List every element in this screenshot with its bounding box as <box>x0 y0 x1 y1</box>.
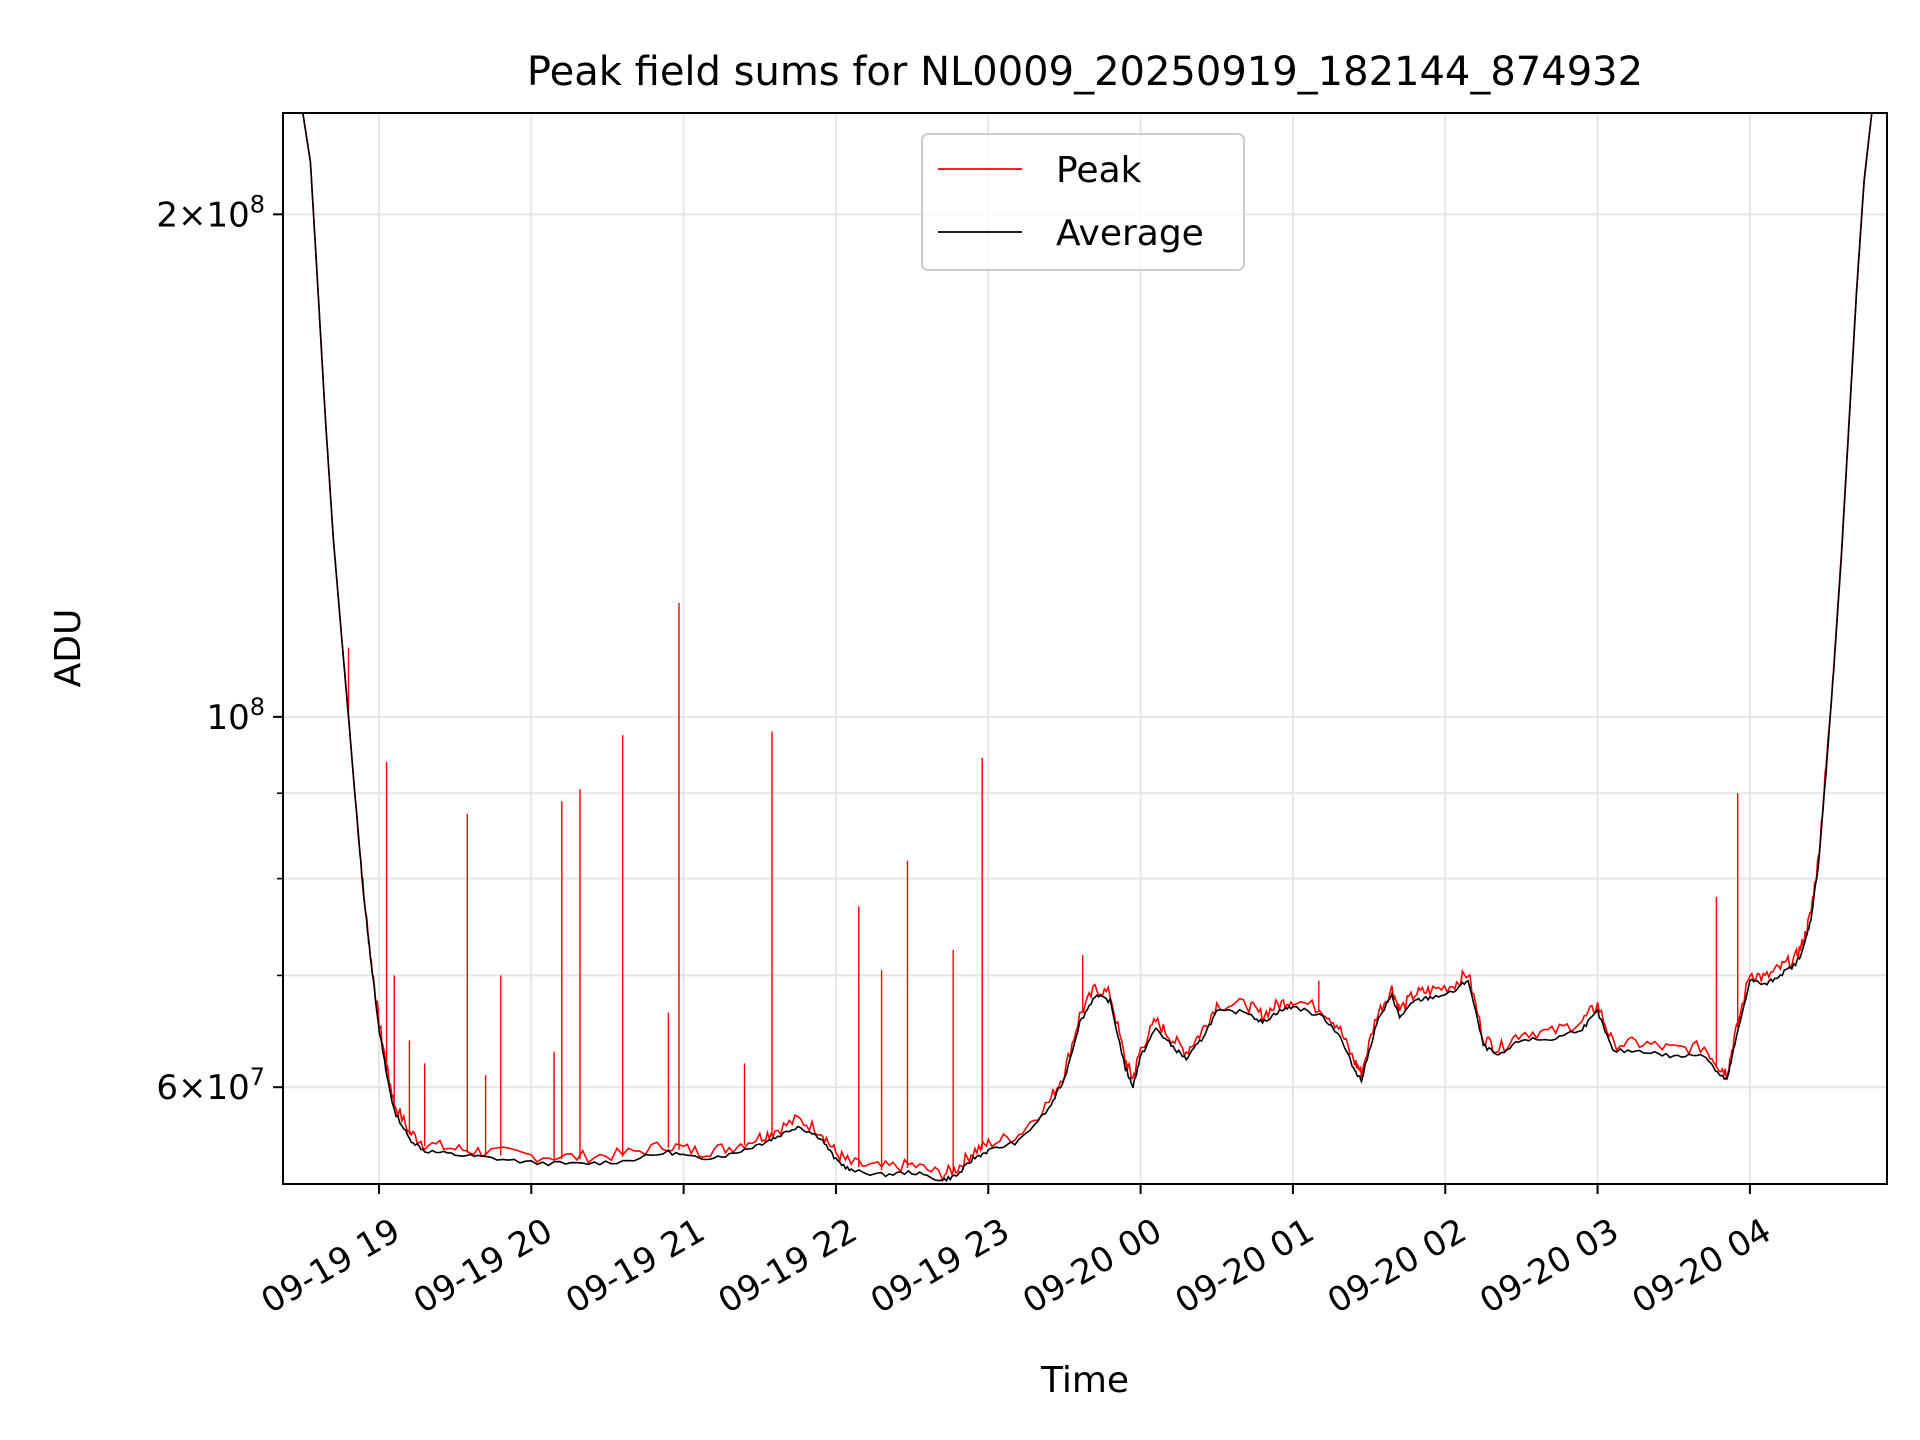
y-tick-label: 2×108 <box>156 190 265 235</box>
series-peak-spikes <box>347 603 1739 1173</box>
grid <box>283 113 1887 1184</box>
y-axis-label: ADU <box>48 609 89 688</box>
legend-box <box>921 133 1245 271</box>
plot-area <box>302 113 1873 1183</box>
y-tick-label: 108 <box>206 693 265 738</box>
x-axis-label: Time <box>1040 1360 1129 1401</box>
series-average-line <box>302 113 1873 1183</box>
legend-peak-label: Peak <box>1056 150 1142 191</box>
axes-frame <box>282 112 1888 1185</box>
legend: Peak Average <box>921 133 1245 271</box>
chart-title: Peak field sums for NL0009_20250919_1821… <box>527 49 1643 95</box>
legend-average-label: Average <box>1056 213 1204 254</box>
y-axis-ticks: 6×107 108 2×108 <box>156 190 283 1108</box>
y-tick-label: 6×107 <box>156 1063 265 1108</box>
